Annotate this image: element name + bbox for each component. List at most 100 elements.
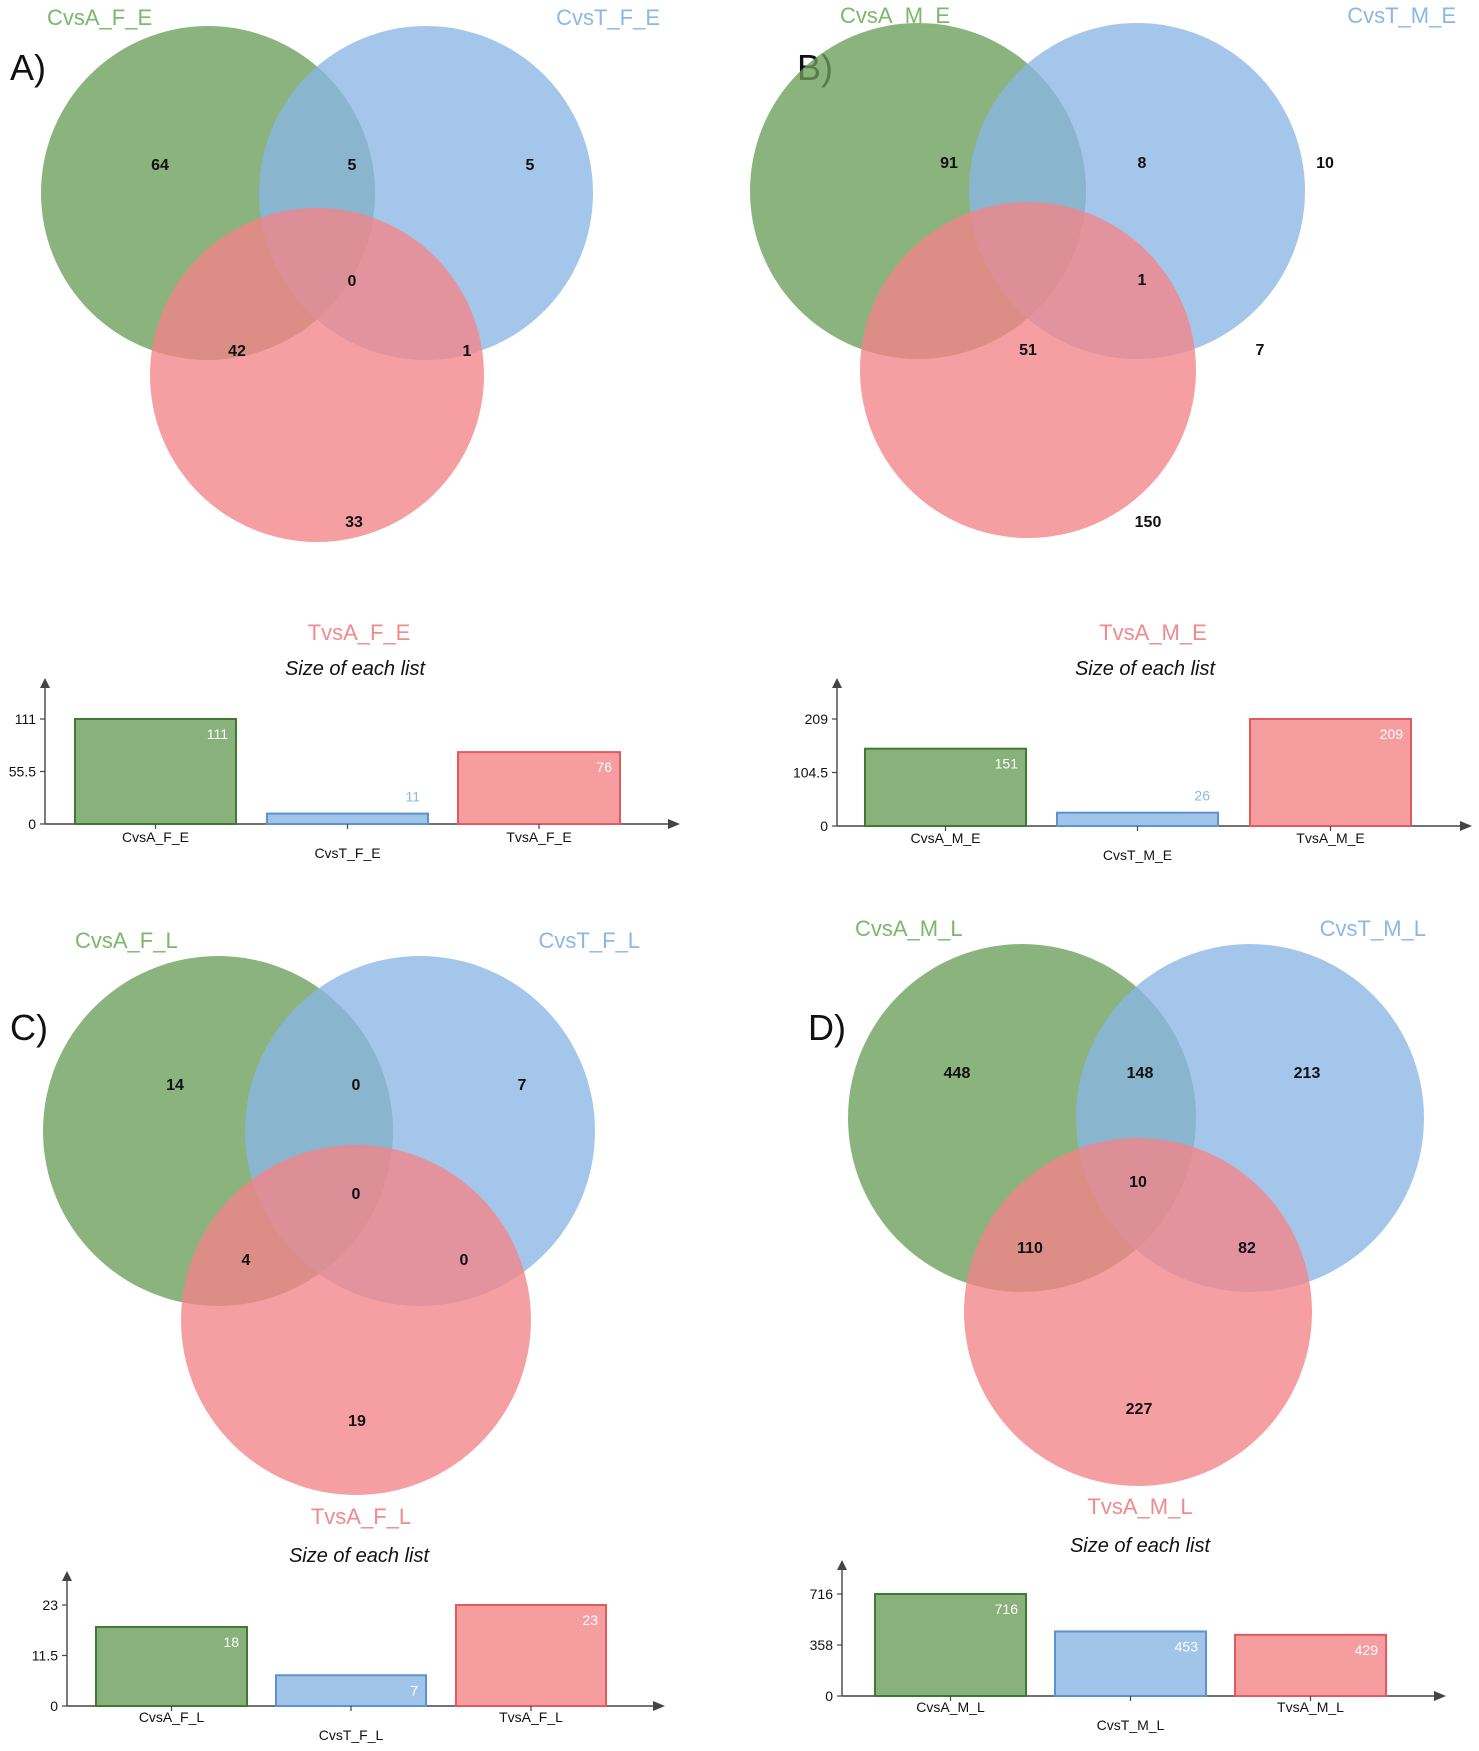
x-axis-arrow <box>1434 1691 1446 1701</box>
venn-region-only-3: 150 <box>1135 514 1162 531</box>
bar-1 <box>95 1625 248 1708</box>
panel-d: D) CvsA_M_L CvsT_M_L TvsA_M_L 448 148 213 10 110… <box>808 916 1446 1733</box>
venn-circle-set3 <box>860 202 1196 538</box>
venn-region-r13: 51 <box>1019 342 1037 359</box>
venn-circle-set3 <box>150 208 484 542</box>
size-bar-chart: Size of each list 0 104.5 209 151 CvsA_M_E 26 C… <box>793 658 1472 863</box>
venn-region-r23: 0 <box>460 1252 469 1269</box>
bar-value-label: 23 <box>582 1612 598 1628</box>
venn-region-only-1: 91 <box>940 155 958 172</box>
bar-value-label: 11 <box>405 789 420 805</box>
x-axis-arrow <box>1460 821 1472 831</box>
bar-3 <box>1249 718 1412 827</box>
venn-region-r123: 0 <box>348 273 357 290</box>
size-bar-chart: Size of each list 0 358 716 716 CvsA_M_L 453 Cv… <box>810 1535 1446 1733</box>
y-tick-label: 0 <box>820 818 828 834</box>
bar-chart-title: Size of each list <box>289 1545 431 1567</box>
y-tick-label: 0 <box>50 1698 58 1714</box>
category-label: TvsA_F_L <box>499 1709 563 1725</box>
panel-letter: D) <box>808 1007 846 1048</box>
y-tick-label: 111 <box>15 711 36 727</box>
set-label-2: CvsT_M_L <box>1320 916 1426 941</box>
venn-region-only-2: 213 <box>1294 1065 1321 1082</box>
bar-3 <box>457 751 621 825</box>
y-tick-label: 104.5 <box>793 765 828 781</box>
set-label-1: CvsA_F_E <box>47 5 152 30</box>
bar-value-label: 7 <box>410 1682 418 1698</box>
bar-3 <box>1234 1633 1387 1698</box>
category-label: CvsT_F_E <box>314 845 380 861</box>
bar-chart-title: Size of each list <box>1075 658 1217 680</box>
venn-region-only-2: 5 <box>526 157 535 174</box>
venn-region-only-2: 10 <box>1316 155 1334 172</box>
venn-region-only-1: 64 <box>151 157 169 174</box>
y-axis-arrow <box>62 1571 72 1581</box>
y-axis-arrow <box>40 678 50 688</box>
y-tick-label: 23 <box>42 1597 58 1613</box>
venn-region-r13: 42 <box>228 343 246 360</box>
venn-region-r12: 0 <box>352 1077 361 1094</box>
venn-region-only-2: 7 <box>518 1077 527 1094</box>
category-label: CvsT_M_L <box>1097 1717 1165 1733</box>
y-tick-label: 55.5 <box>9 764 36 780</box>
set-label-2: CvsT_M_E <box>1347 3 1456 28</box>
set-label-3: TvsA_F_E <box>308 620 411 645</box>
set-label-1: CvsA_M_E <box>840 3 950 28</box>
category-label: TvsA_M_E <box>1296 830 1364 846</box>
y-tick-label: 358 <box>810 1637 834 1653</box>
category-label: CvsA_M_E <box>910 830 980 846</box>
bar-value-label: 151 <box>995 756 1019 772</box>
set-label-2: CvsT_F_L <box>539 928 640 953</box>
bar-value-label: 76 <box>596 759 612 775</box>
set-label-1: CvsA_M_L <box>855 916 963 941</box>
x-axis-arrow <box>668 819 680 829</box>
venn-region-only-1: 14 <box>166 1077 184 1094</box>
set-label-3: TvsA_M_E <box>1099 620 1207 645</box>
y-tick-label: 0 <box>825 1688 833 1704</box>
bar-value-label: 111 <box>207 726 228 742</box>
panel-b: B)CvsA_M_ECvsT_M_ETvsA_M_E918101517150Si… <box>750 3 1472 863</box>
y-tick-label: 11.5 <box>32 1648 58 1664</box>
set-label-1: CvsA_F_L <box>75 928 178 953</box>
venn-region-only-1: 448 <box>944 1065 971 1082</box>
venn-region-r13: 4 <box>242 1252 251 1269</box>
set-label-3: TvsA_M_L <box>1087 1494 1192 1519</box>
bar-chart-title: Size of each list <box>285 658 427 680</box>
venn-region-r12: 148 <box>1127 1065 1154 1082</box>
category-label: CvsT_F_L <box>319 1727 384 1743</box>
venn-region-r123: 10 <box>1129 1174 1147 1191</box>
panel-c: C) CvsA_F_L CvsT_F_L TvsA_F_L 14 0 7 0 4 0 19 Size … <box>10 928 665 1743</box>
set-label-2: CvsT_F_E <box>556 5 660 30</box>
bar-2 <box>275 1674 427 1707</box>
venn-region-r123: 1 <box>1138 272 1147 289</box>
category-label: CvsA_F_E <box>122 829 189 845</box>
venn-circle-set3 <box>181 1145 531 1495</box>
bar-chart-title: Size of each list <box>1070 1535 1212 1557</box>
bar-value-label: 716 <box>995 1601 1019 1617</box>
y-tick-label: 0 <box>28 816 36 832</box>
bar-3 <box>455 1604 607 1707</box>
venn-region-r23: 82 <box>1238 1240 1256 1257</box>
size-bar-chart: Size of each list 0 11.5 23 18 CvsA_F_L 7 CvsT_… <box>32 1545 665 1743</box>
venn-region-only-3: 33 <box>345 514 363 531</box>
size-bar-chart: Size of each list 0 55.5 111 111 CvsA_F_E 11 Cv… <box>9 658 680 861</box>
venn-circle-set3 <box>964 1138 1312 1486</box>
venn-region-r12: 5 <box>348 157 357 174</box>
y-tick-label: 716 <box>810 1586 834 1602</box>
x-axis-arrow <box>653 1701 665 1711</box>
category-label: CvsA_M_L <box>916 1699 985 1715</box>
bar-value-label: 453 <box>1175 1638 1199 1654</box>
venn-region-r23: 1 <box>463 343 472 360</box>
bar-1 <box>874 1593 1027 1697</box>
venn-region-only-3: 227 <box>1126 1401 1153 1418</box>
venn-region-r123: 0 <box>352 1186 361 1203</box>
bar-1 <box>864 747 1027 828</box>
y-axis-arrow <box>837 1560 847 1570</box>
y-tick-label: 209 <box>805 711 829 727</box>
bar-value-label: 429 <box>1355 1642 1379 1658</box>
category-label: TvsA_F_E <box>506 829 571 845</box>
bar-2 <box>1056 811 1219 827</box>
panel-letter: A) <box>10 47 46 88</box>
venn-region-r12: 8 <box>1138 155 1147 172</box>
